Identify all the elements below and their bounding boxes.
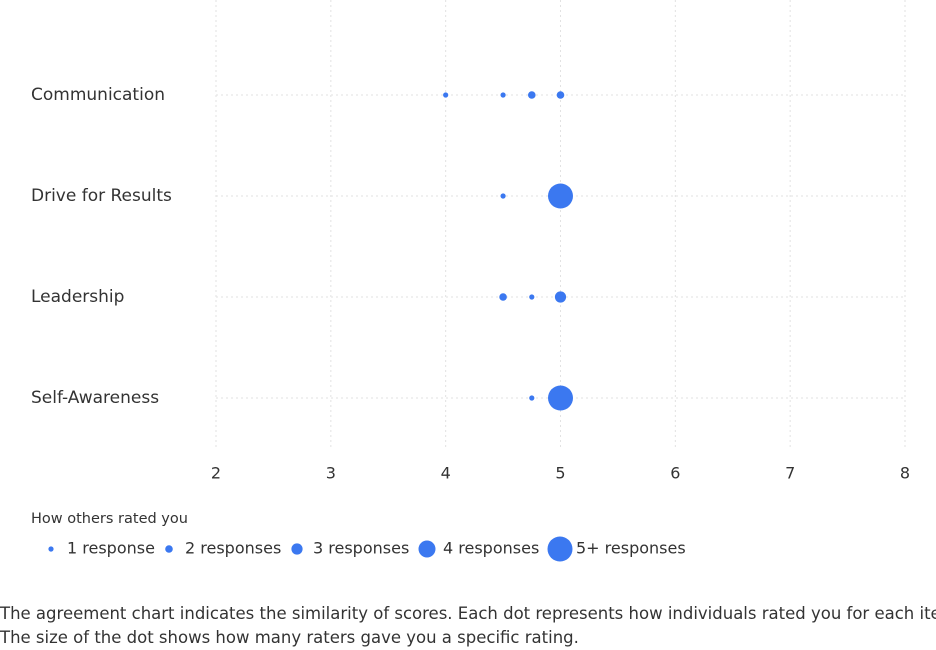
dot <box>529 395 535 401</box>
y-category-label: Communication <box>31 85 165 105</box>
x-tick-label: 8 <box>900 464 910 483</box>
x-tick-label: 6 <box>670 464 680 483</box>
x-tick-label: 5 <box>555 464 565 483</box>
dot <box>548 385 573 411</box>
legend-label: 4 responses <box>443 539 539 558</box>
dot <box>554 291 567 303</box>
dot <box>443 92 449 98</box>
legend-dot <box>418 540 436 558</box>
legend-title: How others rated you <box>31 511 188 527</box>
x-tick-label: 2 <box>211 464 221 483</box>
x-tick-label: 3 <box>326 464 336 483</box>
legend-label: 5+ responses <box>576 539 686 558</box>
legend-dot <box>165 545 173 553</box>
footer-line: The size of the dot shows how many rater… <box>0 628 579 647</box>
y-category-label: Self-Awareness <box>31 388 159 408</box>
y-category-label: Leadership <box>31 287 124 307</box>
dot <box>500 193 506 199</box>
footer-line: The agreement chart indicates the simila… <box>0 604 936 623</box>
x-tick-label: 7 <box>785 464 795 483</box>
legend-dot <box>48 546 54 552</box>
dot <box>548 183 573 209</box>
dot <box>527 91 536 99</box>
x-tick-label: 4 <box>441 464 451 483</box>
dot <box>529 294 535 300</box>
chart: 2 3 4 5 6 7 8 Communication Drive for Results Lea… <box>31 0 910 562</box>
legend-label: 3 responses <box>313 539 409 558</box>
legend-label: 1 response <box>67 539 155 558</box>
legend-dot <box>547 536 573 562</box>
dot <box>499 293 507 301</box>
dot <box>556 91 565 99</box>
legend-label: 2 responses <box>185 539 281 558</box>
y-category-label: Drive for Results <box>31 186 172 206</box>
legend-dot <box>291 543 303 555</box>
dot <box>500 92 506 98</box>
